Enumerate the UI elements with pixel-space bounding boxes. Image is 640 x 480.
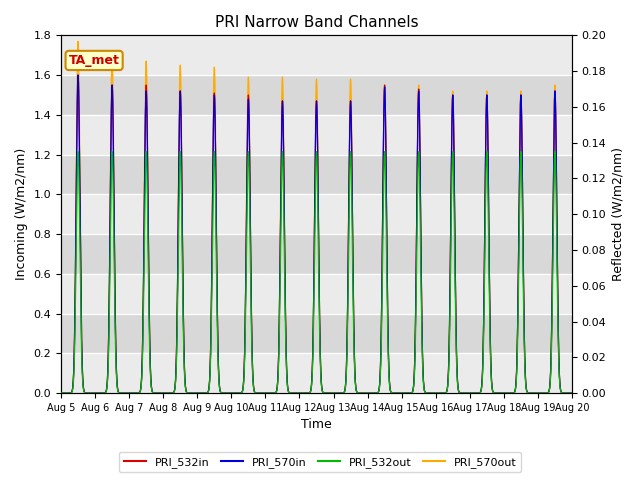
- Y-axis label: Reflected (W/m2/nm): Reflected (W/m2/nm): [612, 147, 625, 281]
- Bar: [61, 313, 572, 353]
- Y-axis label: Incoming (W/m2/nm): Incoming (W/m2/nm): [15, 148, 28, 280]
- Legend: PRI_532in, PRI_570in, PRI_532out, PRI_570out: PRI_532in, PRI_570in, PRI_532out, PRI_57…: [119, 452, 521, 472]
- X-axis label: Time: Time: [301, 419, 332, 432]
- Bar: [61, 155, 572, 194]
- Bar: [61, 36, 572, 75]
- Title: PRI Narrow Band Channels: PRI Narrow Band Channels: [214, 15, 419, 30]
- Bar: [61, 75, 572, 115]
- Bar: [61, 194, 572, 234]
- Text: TA_met: TA_met: [68, 54, 120, 67]
- Bar: [61, 274, 572, 313]
- Bar: [61, 353, 572, 393]
- Bar: [61, 115, 572, 155]
- Bar: [61, 234, 572, 274]
